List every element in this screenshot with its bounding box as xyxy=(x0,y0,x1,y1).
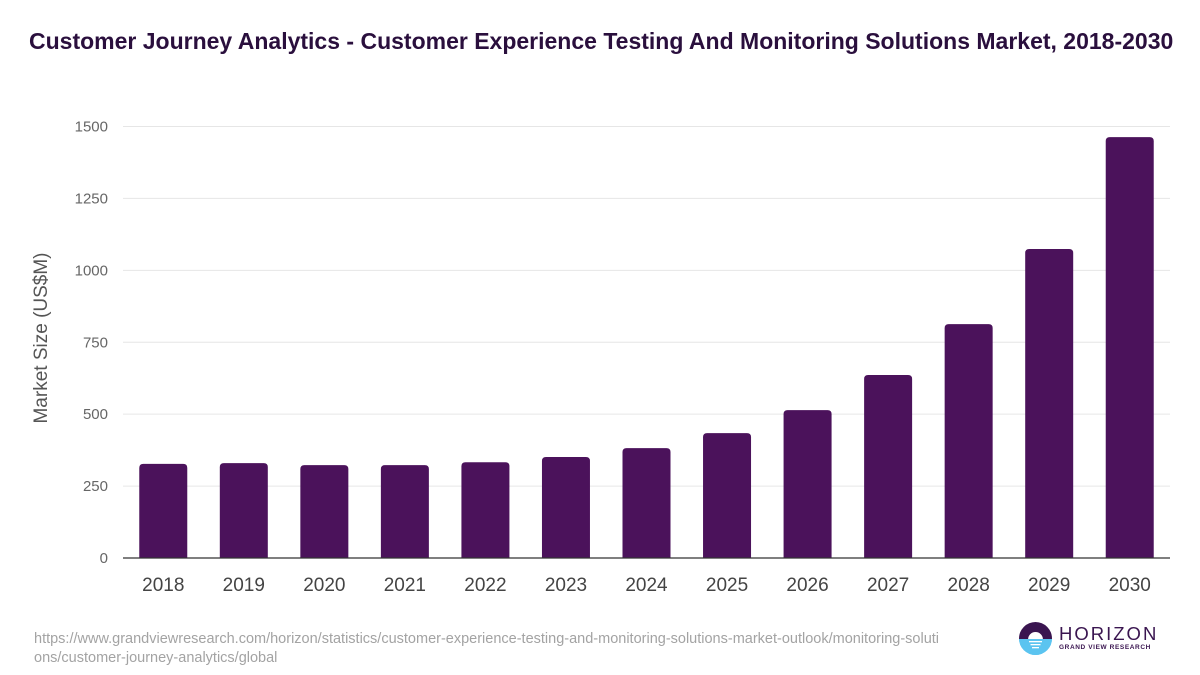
x-tick-label: 2029 xyxy=(1028,575,1070,596)
bar-2024[interactable] xyxy=(622,448,671,558)
bar-2028[interactable] xyxy=(944,324,993,558)
x-tick-label: 2027 xyxy=(867,575,909,596)
x-tick-label: 2030 xyxy=(1109,575,1151,596)
y-tick-label: 500 xyxy=(83,406,108,423)
bars xyxy=(139,137,1154,558)
chart-title: Customer Journey Analytics - Customer Ex… xyxy=(29,28,1174,54)
bar-2019[interactable] xyxy=(219,463,268,558)
bar-2021[interactable] xyxy=(380,465,429,558)
y-tick-label: 250 xyxy=(83,478,108,495)
x-tick-label: 2026 xyxy=(786,575,828,596)
bar-2022[interactable] xyxy=(461,462,510,558)
logo-name: HORIZON xyxy=(1059,623,1159,644)
x-tick-label: 2022 xyxy=(464,575,506,596)
x-tick-label: 2018 xyxy=(142,575,184,596)
bar-2020[interactable] xyxy=(300,465,349,558)
bar-2025[interactable] xyxy=(703,433,752,558)
x-axis-ticks: 2018 2019 2020 2021 2022 2023 2024 2025 2026 2027… xyxy=(142,575,1151,596)
x-tick-label: 2028 xyxy=(948,575,990,596)
x-tick-label: 2023 xyxy=(545,575,587,596)
x-tick-label: 2019 xyxy=(223,575,265,596)
y-tick-label: 1250 xyxy=(75,190,108,207)
x-tick-label: 2020 xyxy=(303,575,345,596)
grid-lines xyxy=(123,126,1170,487)
y-tick-label: 0 xyxy=(100,550,108,567)
x-tick-label: 2024 xyxy=(625,575,668,596)
bar-2027[interactable] xyxy=(864,375,913,558)
source-url[interactable]: https://www.grandviewresearch.com/horizo… xyxy=(34,631,940,666)
horizon-logo: HORIZON GRAND VIEW RESEARCH xyxy=(1019,622,1158,655)
x-tick-label: 2025 xyxy=(706,575,748,596)
y-tick-label: 750 xyxy=(83,334,108,351)
y-axis-ticks: 0 250 500 750 1000 1250 1500 xyxy=(75,119,108,568)
y-axis-label: Market Size (US$M) xyxy=(31,252,52,423)
y-tick-label: 1000 xyxy=(75,262,108,279)
bar-2029[interactable] xyxy=(1025,249,1074,558)
x-tick-label: 2021 xyxy=(384,575,426,596)
y-tick-label: 1500 xyxy=(75,119,108,136)
bar-2026[interactable] xyxy=(783,410,832,558)
bar-2023[interactable] xyxy=(541,457,590,558)
bar-2018[interactable] xyxy=(139,463,188,558)
horizon-logo-icon xyxy=(1019,622,1052,655)
bar-2030[interactable] xyxy=(1105,137,1154,558)
logo-subtitle: GRAND VIEW RESEARCH xyxy=(1059,644,1151,651)
